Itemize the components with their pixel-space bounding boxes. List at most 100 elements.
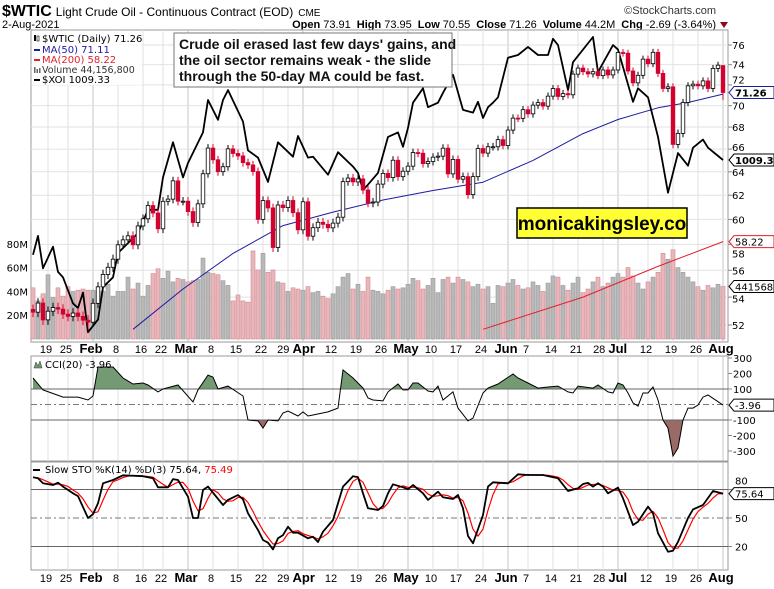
volume-tick-label: 80M (7, 240, 28, 251)
change-value: -2.69 (-3.64%) (646, 19, 716, 31)
candle-body (370, 201, 376, 204)
candle-body (130, 235, 136, 246)
volume-bar (610, 276, 616, 340)
volume-bar (115, 291, 121, 340)
volume-bar (390, 286, 396, 340)
sto-value-tag: 75.64 (728, 487, 774, 501)
volume-bar (150, 273, 156, 340)
cci-panel-frame (30, 355, 729, 462)
volume-bar (580, 292, 586, 340)
x-axis-label: 26 (375, 344, 387, 356)
candle-body (715, 64, 721, 69)
candle-body (410, 152, 416, 167)
candle-body (665, 86, 671, 89)
sto-d-value: 75.49 (204, 465, 233, 476)
candle-body (650, 51, 656, 65)
x-axis-label: Feb (79, 570, 102, 585)
volume-bar (175, 278, 181, 340)
candles (30, 48, 726, 328)
tag-shape (728, 279, 774, 293)
open-value: 73.91 (323, 19, 351, 31)
volume-bar (675, 267, 681, 340)
volume-bar (365, 276, 371, 340)
volume-bar (325, 298, 331, 340)
change-label: Chg (621, 19, 642, 31)
volume-bar (230, 300, 236, 340)
candle-body (510, 117, 516, 131)
volume-bar (350, 288, 356, 340)
candle-body (670, 86, 676, 145)
candle-body (205, 147, 211, 175)
volume-bar (145, 285, 151, 340)
legend-xoi-swatch (34, 79, 40, 81)
candle-body (425, 161, 431, 165)
volume-bar (670, 249, 676, 340)
exchange: CME (298, 8, 321, 19)
volume-bar (110, 295, 116, 340)
high-label: High (357, 19, 382, 31)
watermark-text: monicakingsley.co (518, 214, 687, 235)
volume-bar (595, 276, 601, 340)
volume-bar (605, 282, 611, 340)
x-axis-label: 22 (255, 573, 267, 585)
candle-body (580, 67, 586, 73)
volume-bar (530, 281, 536, 340)
candle-body (35, 302, 41, 313)
legend-volume-icon (34, 67, 41, 73)
volume-bar (590, 281, 596, 340)
volume-bar (690, 281, 696, 340)
volume-bar (655, 272, 661, 340)
x-axis-label: 26 (690, 344, 702, 356)
price-tick-label: 72 (732, 76, 745, 87)
cci-tick-label: 200 (733, 370, 752, 381)
volume-bar (505, 282, 511, 340)
sto-legend: Slow STO %K(14) %D(3) 75.64, 75.49 (33, 465, 233, 476)
x-axis-label: 19 (350, 344, 362, 356)
x-axis-label: 29 (277, 344, 289, 356)
volume-bar (195, 279, 201, 340)
volume-bar (720, 286, 726, 340)
volume-bar (260, 253, 266, 340)
volume-bar (660, 253, 666, 340)
candle-body (710, 68, 716, 89)
volume-bar (500, 286, 506, 340)
sto-panel-frame (30, 461, 729, 571)
volume-bar (410, 278, 416, 340)
volume-bar (255, 269, 261, 340)
x-axis-label: 24 (475, 344, 487, 356)
candle-body (480, 148, 486, 154)
candle-body (690, 83, 696, 87)
candle-body (380, 173, 386, 185)
candle-body (620, 52, 626, 54)
candle-body (295, 212, 301, 231)
volume-bar (425, 285, 431, 340)
price-tick-label: 54 (732, 294, 745, 305)
candle-body (260, 200, 266, 220)
x-axis-label: 26 (375, 573, 387, 585)
legend-ma200: MA(200) 58.22 (42, 55, 116, 66)
x-axis-label: Apr (293, 341, 315, 356)
price-tick-label: 70 (732, 102, 745, 113)
cci-area-icon (33, 360, 43, 369)
candle-body (175, 180, 181, 202)
volume-bar (475, 283, 481, 340)
candle-body (475, 148, 481, 178)
x-axis-label: 12 (325, 344, 337, 356)
x-axis-label: May (393, 341, 419, 356)
volume-bar (180, 279, 186, 340)
volume-bar (695, 286, 701, 340)
candle-body (255, 171, 261, 220)
volume-tick-label: 20M (7, 311, 28, 322)
candle-body (230, 148, 236, 154)
volume-bar (525, 287, 531, 340)
candle-body (535, 102, 541, 106)
price-tick-label: 62 (732, 191, 745, 202)
tag-text: 4415680 (735, 282, 774, 293)
candle-body (80, 315, 86, 321)
candle-body (720, 65, 726, 93)
candle-body (325, 223, 331, 229)
candle-body (405, 165, 411, 172)
candle-body (390, 159, 396, 178)
volume-bar (190, 280, 196, 340)
